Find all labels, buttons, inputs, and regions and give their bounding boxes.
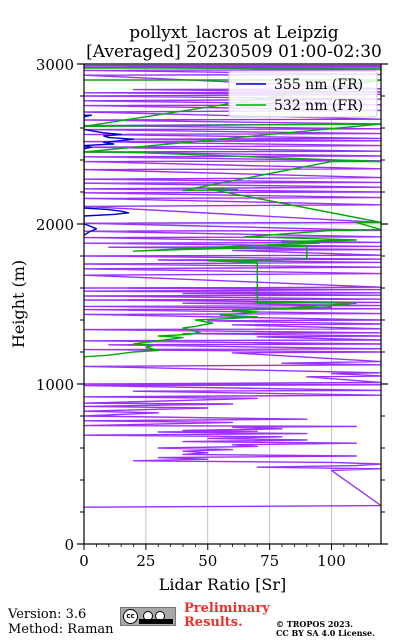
- series-line-355-nm-fr-: [84, 114, 135, 236]
- x-tick-label: 50: [198, 552, 217, 570]
- series-line-lidar-ratio-profile: [84, 64, 381, 508]
- legend-label: 355 nm (FR): [274, 77, 363, 93]
- copyright-line-1: © TROPOS 2023.: [276, 619, 353, 629]
- y-axis-label: Height (m): [9, 260, 28, 348]
- chart-title-line-2: [Averaged] 20230509 01:00-02:30: [86, 42, 382, 62]
- preliminary-line-2: Results.: [184, 615, 243, 630]
- y-tick-label: 0: [64, 536, 74, 554]
- version-text: Version: 3.6: [8, 607, 87, 622]
- y-tick-label: 1000: [36, 376, 74, 394]
- copyright-notice: © TROPOS 2023. CC BY SA 4.0 License.: [276, 620, 375, 638]
- x-tick-label: 25: [136, 552, 155, 570]
- preliminary-results-label: Preliminary Results.: [184, 602, 270, 630]
- y-tick-label: 2000: [36, 216, 74, 234]
- chart-title-line-1: pollyxt_lacros at Leipzig: [129, 23, 339, 43]
- x-axis-label: Lidar Ratio [Sr]: [159, 575, 287, 594]
- method-text: Method: Raman: [8, 622, 114, 637]
- copyright-line-2: CC BY SA 4.0 License.: [276, 628, 375, 638]
- legend-label: 532 nm (FR): [274, 98, 363, 114]
- x-tick-label: 100: [317, 552, 346, 570]
- y-tick-label: 3000: [36, 56, 74, 74]
- cc-by-sa-license-icon: cc: [120, 607, 176, 626]
- x-tick-label: 75: [260, 552, 279, 570]
- preliminary-line-1: Preliminary: [184, 601, 270, 616]
- x-tick-label: 0: [79, 552, 89, 570]
- series-line-532-nm-fr-: [84, 67, 381, 360]
